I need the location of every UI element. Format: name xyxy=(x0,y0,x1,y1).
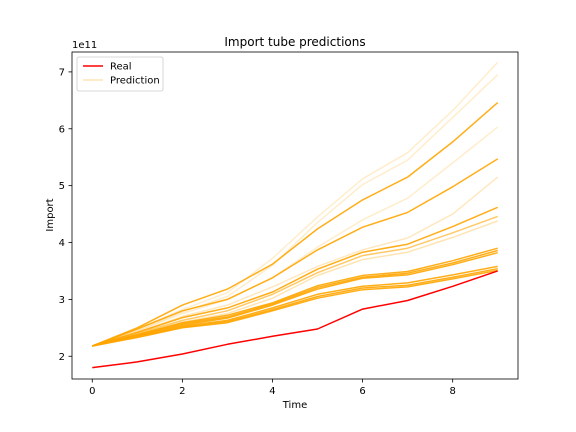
plot-frame xyxy=(71,51,519,380)
y-tick-label: 4 xyxy=(59,238,65,249)
y-tick-label: 7 xyxy=(59,67,65,78)
y-tick-label: 3 xyxy=(59,295,65,306)
plot-lines xyxy=(92,61,499,369)
y-axis-title: Import xyxy=(45,198,56,231)
prediction-line-2 xyxy=(92,74,499,347)
prediction-line-3 xyxy=(92,102,499,347)
legend: Real Prediction xyxy=(76,56,164,92)
y-offset-label: 1e11 xyxy=(72,40,97,51)
y-tick-label: 6 xyxy=(59,124,65,135)
chart-title: Import tube predictions xyxy=(224,35,365,49)
prediction-line-4 xyxy=(92,126,499,347)
x-tick-label: 0 xyxy=(89,386,95,397)
x-axis-title: Time xyxy=(282,400,307,411)
x-tick-label: 2 xyxy=(179,386,185,397)
real-line xyxy=(92,270,498,369)
prediction-line-5 xyxy=(92,158,499,347)
y-tick-label: 2 xyxy=(59,352,65,363)
legend-label-real: Real xyxy=(110,62,132,73)
prediction-line-8 xyxy=(92,215,498,347)
x-tick-label: 6 xyxy=(359,386,365,397)
y-tick-label: 5 xyxy=(59,181,65,192)
x-tick-label: 4 xyxy=(269,386,275,397)
legend-label-prediction: Prediction xyxy=(110,76,160,87)
prediction-line-13 xyxy=(92,265,498,347)
x-tick-label: 8 xyxy=(449,386,455,397)
prediction-line-15 xyxy=(92,269,498,347)
prediction-line-11 xyxy=(92,249,498,347)
x-axis: 0 2 4 6 8 xyxy=(89,379,456,397)
prediction-line-7 xyxy=(92,206,498,347)
prediction-line-12 xyxy=(92,251,498,347)
prediction-line-10 xyxy=(92,247,498,347)
y-axis: 2 3 4 5 6 7 xyxy=(59,67,72,363)
